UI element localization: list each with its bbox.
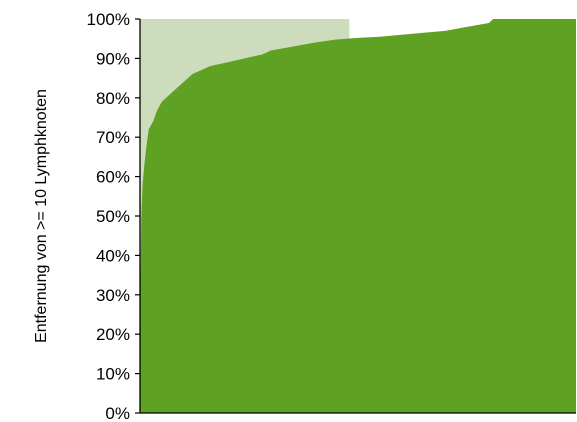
y-tick-label: 40% <box>96 246 130 265</box>
y-tick-label: 20% <box>96 325 130 344</box>
y-tick-label: 70% <box>96 128 130 147</box>
y-tick-label: 0% <box>105 404 130 422</box>
y-tick-label: 30% <box>96 286 130 305</box>
area-layer <box>140 19 576 413</box>
y-tick-label: 60% <box>96 168 130 187</box>
y-tick-label: 100% <box>87 10 130 29</box>
y-tick-label: 10% <box>96 365 130 384</box>
series-area <box>140 19 576 413</box>
y-tick-label: 90% <box>96 49 130 68</box>
y-tick-label: 80% <box>96 89 130 108</box>
tick-layer: 0% 10% 20% 30% 40% 50% 60% 70% 80% 90% 100% <box>87 10 140 422</box>
y-axis-title: Entfernung von >= 10 Lymphknoten <box>33 89 50 343</box>
y-tick-label: 50% <box>96 207 130 226</box>
